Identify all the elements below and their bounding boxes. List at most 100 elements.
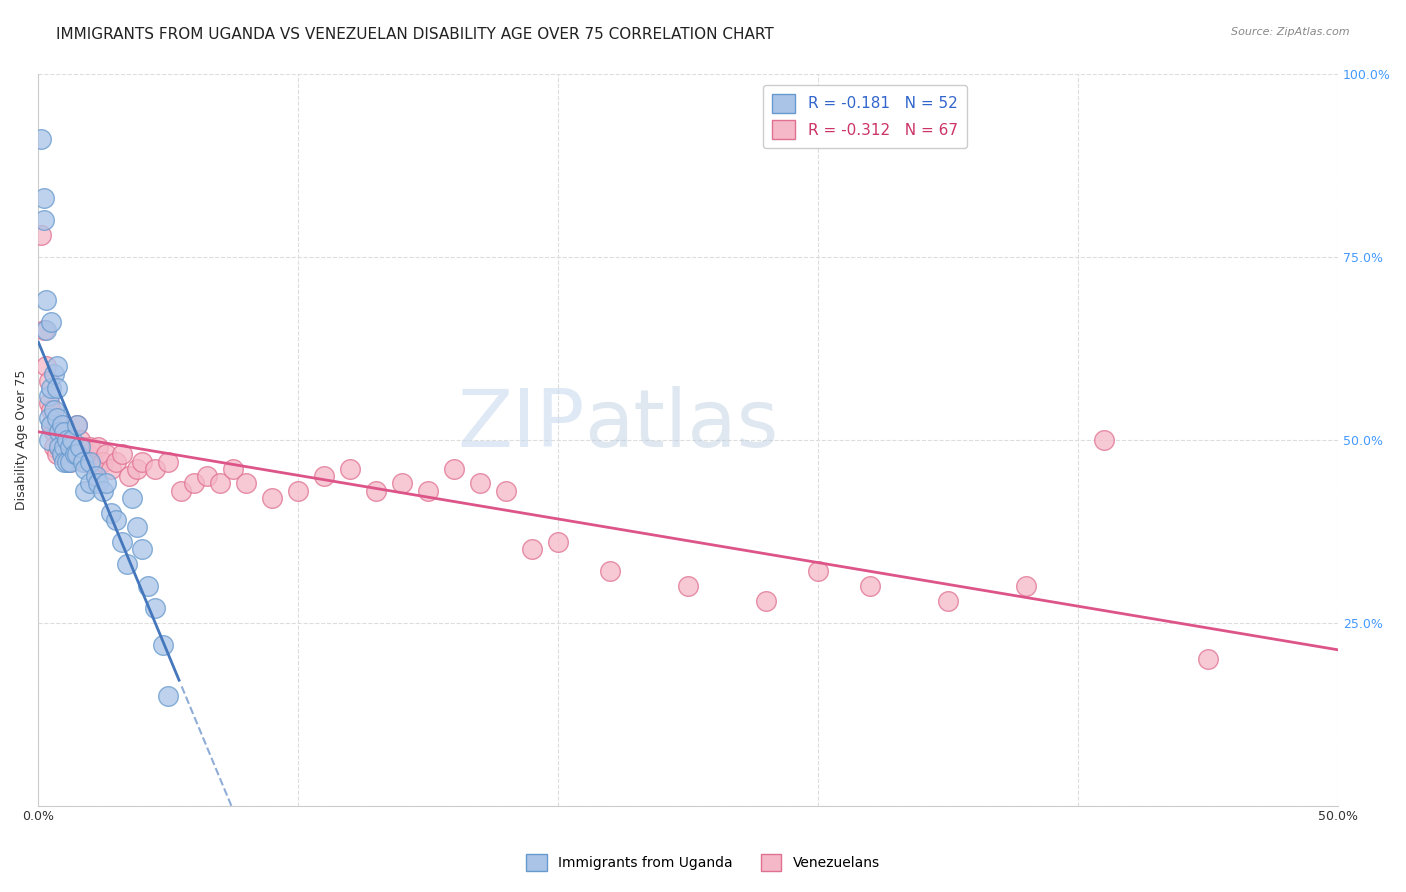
Point bbox=[53, 417, 76, 432]
Point bbox=[66, 447, 89, 461]
Point bbox=[75, 462, 97, 476]
Point bbox=[127, 462, 149, 476]
Point bbox=[56, 433, 79, 447]
Point bbox=[118, 469, 141, 483]
Point bbox=[72, 454, 94, 468]
Point bbox=[45, 359, 67, 374]
Point bbox=[75, 483, 97, 498]
Point bbox=[59, 454, 82, 468]
Point bbox=[30, 132, 52, 146]
Point bbox=[105, 454, 128, 468]
Point bbox=[41, 417, 63, 432]
Point bbox=[38, 410, 60, 425]
Point bbox=[72, 440, 94, 454]
Point bbox=[45, 381, 67, 395]
Point bbox=[59, 454, 82, 468]
Point bbox=[41, 417, 63, 432]
Point bbox=[1092, 433, 1115, 447]
Point bbox=[1015, 579, 1038, 593]
Point bbox=[69, 433, 91, 447]
Point bbox=[41, 381, 63, 395]
Point bbox=[366, 483, 388, 498]
Point bbox=[32, 323, 55, 337]
Point bbox=[100, 462, 122, 476]
Point bbox=[495, 483, 517, 498]
Point bbox=[209, 476, 232, 491]
Point bbox=[41, 403, 63, 417]
Point bbox=[42, 425, 65, 440]
Point bbox=[48, 417, 70, 432]
Point bbox=[755, 593, 778, 607]
Point bbox=[152, 638, 174, 652]
Point bbox=[807, 565, 830, 579]
Point bbox=[87, 440, 110, 454]
Point bbox=[51, 425, 73, 440]
Point bbox=[45, 410, 67, 425]
Point bbox=[110, 447, 132, 461]
Point bbox=[391, 476, 413, 491]
Point bbox=[48, 440, 70, 454]
Point bbox=[51, 417, 73, 432]
Point bbox=[59, 440, 82, 454]
Point bbox=[42, 440, 65, 454]
Point bbox=[262, 491, 284, 505]
Point bbox=[235, 476, 257, 491]
Point bbox=[32, 191, 55, 205]
Point bbox=[53, 425, 76, 440]
Point bbox=[56, 433, 79, 447]
Point bbox=[63, 447, 86, 461]
Point bbox=[63, 447, 86, 461]
Point bbox=[339, 462, 361, 476]
Point bbox=[110, 535, 132, 549]
Point bbox=[157, 689, 180, 703]
Point bbox=[443, 462, 465, 476]
Point bbox=[79, 476, 101, 491]
Point bbox=[41, 315, 63, 329]
Point bbox=[678, 579, 700, 593]
Y-axis label: Disability Age Over 75: Disability Age Over 75 bbox=[15, 369, 28, 509]
Point bbox=[93, 454, 115, 468]
Point bbox=[183, 476, 205, 491]
Point bbox=[35, 293, 58, 308]
Point bbox=[42, 367, 65, 381]
Point bbox=[38, 433, 60, 447]
Point bbox=[35, 359, 58, 374]
Point bbox=[66, 417, 89, 432]
Point bbox=[936, 593, 959, 607]
Point bbox=[56, 454, 79, 468]
Point bbox=[547, 535, 569, 549]
Point bbox=[60, 433, 83, 447]
Point bbox=[53, 454, 76, 468]
Point bbox=[145, 601, 167, 615]
Point bbox=[38, 389, 60, 403]
Point bbox=[94, 447, 117, 461]
Point bbox=[45, 447, 67, 461]
Point bbox=[53, 440, 76, 454]
Point bbox=[94, 476, 117, 491]
Point bbox=[314, 469, 336, 483]
Point bbox=[60, 440, 83, 454]
Point bbox=[127, 520, 149, 534]
Point bbox=[79, 440, 101, 454]
Point bbox=[470, 476, 492, 491]
Text: atlas: atlas bbox=[585, 386, 779, 464]
Point bbox=[48, 425, 70, 440]
Point bbox=[45, 417, 67, 432]
Point bbox=[100, 506, 122, 520]
Text: Source: ZipAtlas.com: Source: ZipAtlas.com bbox=[1232, 27, 1350, 37]
Text: IMMIGRANTS FROM UGANDA VS VENEZUELAN DISABILITY AGE OVER 75 CORRELATION CHART: IMMIGRANTS FROM UGANDA VS VENEZUELAN DIS… bbox=[56, 27, 773, 42]
Point bbox=[136, 579, 159, 593]
Point bbox=[1197, 652, 1219, 666]
Point bbox=[145, 462, 167, 476]
Point bbox=[84, 469, 107, 483]
Point bbox=[48, 440, 70, 454]
Point bbox=[859, 579, 882, 593]
Point bbox=[131, 454, 153, 468]
Legend: R = -0.181   N = 52, R = -0.312   N = 67: R = -0.181 N = 52, R = -0.312 N = 67 bbox=[763, 85, 967, 148]
Point bbox=[115, 557, 138, 571]
Legend: Immigrants from Uganda, Venezuelans: Immigrants from Uganda, Venezuelans bbox=[520, 848, 886, 876]
Point bbox=[69, 440, 91, 454]
Point bbox=[105, 513, 128, 527]
Point bbox=[66, 417, 89, 432]
Point bbox=[35, 323, 58, 337]
